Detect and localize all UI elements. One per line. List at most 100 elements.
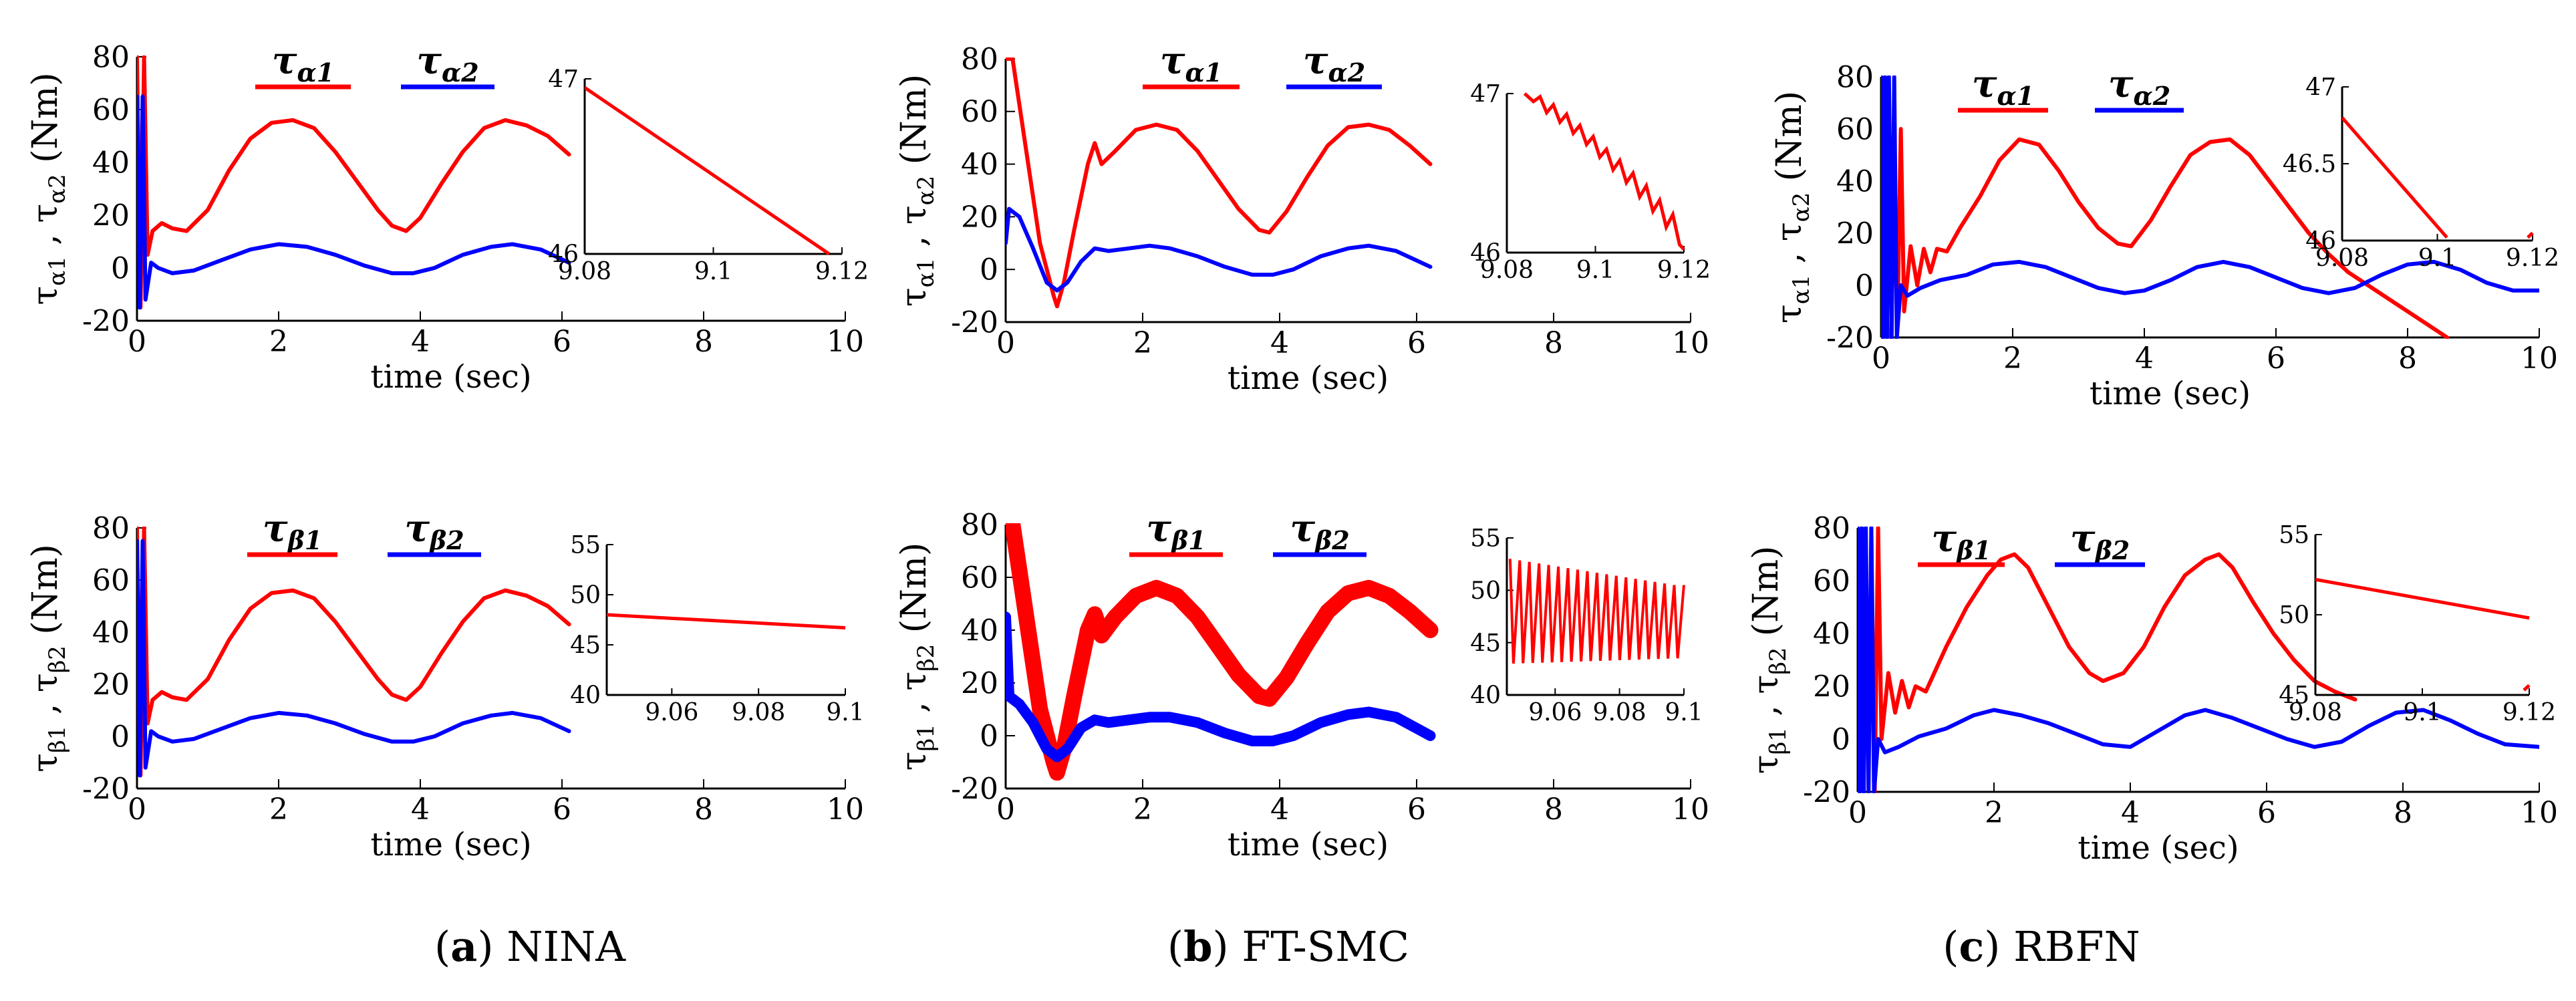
a-bottom-inset-y-tick-label: 40 bbox=[570, 682, 601, 710]
c-top-inset-x-tick-label: 9.12 bbox=[2506, 245, 2559, 272]
b-top-y-label-part: τ bbox=[894, 287, 934, 307]
caption-b-close: ) bbox=[1212, 922, 1229, 971]
series-b-bottom-1 bbox=[1006, 523, 1439, 781]
a-top-y-label-part: α1 bbox=[44, 256, 71, 286]
c-bottom-y-label-part: β1 bbox=[1765, 727, 1792, 754]
a-top-y-tick-label: 60 bbox=[92, 93, 130, 127]
a-bottom-y-label-part: β2 bbox=[44, 646, 71, 673]
b-top-y-tick-label: 40 bbox=[961, 148, 998, 182]
inset-series-b-top-1 bbox=[1523, 92, 1685, 251]
c-top-y-label-part: , bbox=[1769, 241, 1810, 275]
a-bottom-y-tick-label: 60 bbox=[92, 563, 130, 597]
b-top-y-label-part: α1 bbox=[913, 258, 940, 288]
b-bottom-legend-label-2: τβ2 bbox=[1290, 507, 1349, 555]
c-top-y-tick-label: -20 bbox=[1826, 321, 1874, 355]
b-bottom-x-tick-label: 2 bbox=[1133, 793, 1152, 827]
series-a-bottom-2 bbox=[137, 539, 571, 778]
a-top-x-tick-label: 10 bbox=[827, 325, 864, 359]
b-top-legend-sub: α2 bbox=[1328, 57, 1366, 88]
c-bottom-y-label-part: τ bbox=[1746, 755, 1786, 774]
b-top-legend-label-2: τα2 bbox=[1303, 39, 1365, 88]
a-top-legend-base: τ bbox=[272, 39, 297, 83]
c-top-y-tick-label: 60 bbox=[1836, 112, 1874, 146]
b-top-x-tick-label: 6 bbox=[1407, 326, 1426, 360]
inset-c-bottom: 9.08 9.1 9.12 45 50 55 bbox=[2279, 522, 2556, 726]
b-top-inset-x-tick-label: 9.12 bbox=[1657, 257, 1711, 284]
a-top-inset-x-tick-label: 9.08 bbox=[558, 258, 611, 285]
c-top-y-tick-label: 80 bbox=[1836, 60, 1874, 94]
c-bottom-legend-label-2: τβ2 bbox=[2070, 517, 2130, 565]
c-top-inset-y-tick-label: 47 bbox=[2305, 74, 2336, 102]
c-top-y-label-part: α2 bbox=[1788, 192, 1815, 223]
b-bottom-inset-x-tick-label: 9.08 bbox=[1593, 699, 1647, 726]
c-bottom-y-tick-label: 40 bbox=[1813, 617, 1850, 651]
b-top-y-tick-label: -20 bbox=[951, 305, 998, 339]
a-bottom-inset-y-tick-label: 50 bbox=[570, 582, 601, 609]
caption-a-letter: a bbox=[450, 922, 478, 971]
b-top-x-label: time (sec) bbox=[1228, 360, 1389, 397]
a-bottom-y-tick-label: 20 bbox=[92, 668, 130, 702]
a-top-x-tick-label: 2 bbox=[269, 325, 288, 359]
b-top-inset-y-tick-label: 47 bbox=[1470, 81, 1501, 108]
a-bottom-x-tick-label: 0 bbox=[128, 793, 146, 827]
a-bottom-y-label-part: (Nm) bbox=[25, 544, 65, 646]
b-bottom-x-tick-label: 0 bbox=[996, 793, 1015, 827]
a-top-legend-sub: α2 bbox=[442, 57, 479, 88]
a-top-inset-x-tick-label: 9.1 bbox=[694, 258, 732, 285]
a-bottom-y-tick-label: -20 bbox=[82, 772, 130, 806]
inset-c-top: 9.08 9.1 9.12 46 46.5 47 bbox=[2283, 74, 2559, 272]
c-top-x-tick-label: 2 bbox=[2003, 341, 2022, 376]
c-bottom-y-label-part: , bbox=[1746, 694, 1786, 728]
a-bottom-inset-y-tick-label: 55 bbox=[570, 532, 601, 559]
a-bottom-y-label-part: τ bbox=[25, 753, 65, 772]
c-top-inset-y-tick-label: 46 bbox=[2305, 228, 2336, 255]
a-bottom-legend-base: τ bbox=[263, 507, 288, 551]
b-bottom-legend-base: τ bbox=[1290, 507, 1315, 551]
b-bottom-x-tick-label: 4 bbox=[1270, 793, 1289, 827]
b-bottom-inset-y-tick-label: 55 bbox=[1470, 525, 1501, 553]
a-bottom-x-tick-label: 8 bbox=[694, 793, 713, 827]
a-top-y-label-part: α2 bbox=[44, 174, 71, 204]
b-bottom-y-tick-label: 0 bbox=[980, 719, 998, 753]
b-top-y-tick-label: 80 bbox=[961, 42, 998, 76]
caption-c: (c) RBFN bbox=[1741, 922, 2342, 971]
a-bottom-legend-label-2: τβ2 bbox=[404, 507, 464, 555]
b-top-x-tick-label: 0 bbox=[996, 326, 1015, 360]
b-bottom-y-label-part: β1 bbox=[913, 724, 940, 751]
caption-a-open: ( bbox=[434, 922, 451, 971]
b-bottom-legend-sub: β2 bbox=[1314, 525, 1350, 555]
a-top-y-label-part: (Nm) bbox=[25, 72, 65, 174]
inset-b-bottom: 9.06 9.08 9.1 40 45 50 55 bbox=[1470, 525, 1703, 726]
c-bottom-inset-x-tick-label: 9.08 bbox=[2289, 699, 2342, 726]
a-top-y-label-part: , bbox=[25, 223, 65, 257]
a-bottom-y-label-part: τ bbox=[25, 673, 65, 692]
b-bottom-y-label-part: , bbox=[894, 691, 934, 724]
a-top-legend-base: τ bbox=[416, 39, 442, 83]
a-top-y-tick-label: 40 bbox=[92, 146, 130, 180]
c-bottom-x-tick-label: 8 bbox=[2394, 796, 2412, 830]
c-bottom-y-tick-label: -20 bbox=[1803, 775, 1850, 809]
inset-series-c-bottom-2 bbox=[2523, 684, 2531, 692]
a-top-y-tick-label: 0 bbox=[111, 251, 130, 285]
b-top-y-tick-label: 0 bbox=[980, 253, 998, 287]
c-top-inset-y-tick-label: 46.5 bbox=[2283, 151, 2336, 178]
c-top-y-label: τα1 , τα2 (Nm) bbox=[1769, 91, 1815, 323]
caption-a: (a) NINA bbox=[229, 922, 831, 971]
b-bottom-x-tick-label: 8 bbox=[1544, 793, 1563, 827]
b-bottom-y-label-part: τ bbox=[894, 672, 934, 691]
b-top-y-label: τα1 , τα2 (Nm) bbox=[894, 74, 940, 307]
c-top-legend-base: τ bbox=[2108, 62, 2134, 106]
b-bottom-legend-label-1: τβ1 bbox=[1146, 507, 1205, 555]
c-bottom-x-tick-label: 0 bbox=[1848, 796, 1867, 830]
b-bottom-inset-x-tick-label: 9.06 bbox=[1528, 699, 1582, 726]
series-c-top-2 bbox=[1881, 76, 2539, 339]
c-top-legend-label-1: τα1 bbox=[1972, 62, 2034, 111]
a-top-y-label-part: τ bbox=[25, 204, 65, 223]
inset-b-top: 9.08 9.1 9.12 46 47 bbox=[1470, 81, 1711, 284]
inset-series-b-bottom-osc bbox=[1508, 559, 1685, 664]
inset-a-bottom: 9.06 9.08 9.1 40 45 50 55 bbox=[570, 532, 864, 726]
b-bottom-y-tick-label: 40 bbox=[961, 613, 998, 648]
b-top-legend-base: τ bbox=[1160, 39, 1185, 83]
inset-series-c-bottom-1 bbox=[2315, 577, 2530, 620]
